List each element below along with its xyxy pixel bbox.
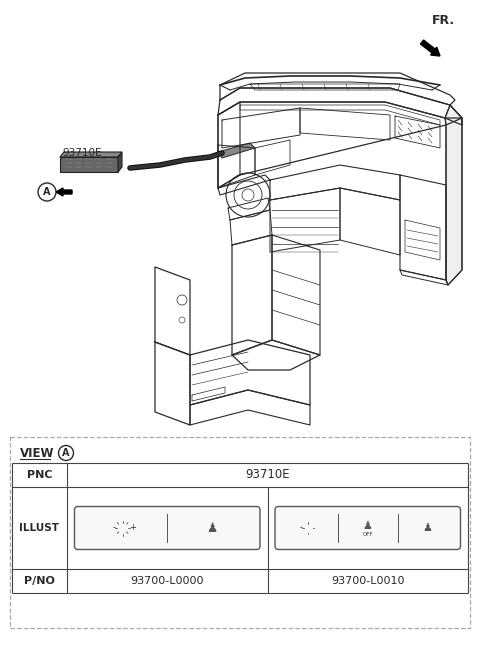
FancyArrow shape	[56, 188, 72, 196]
Text: ILLUST: ILLUST	[20, 523, 60, 533]
Text: 93700-L0000: 93700-L0000	[131, 576, 204, 586]
Text: ♟: ♟	[422, 523, 432, 533]
Text: 93700-L0010: 93700-L0010	[331, 576, 405, 586]
Text: P/NO: P/NO	[24, 576, 55, 586]
Text: VIEW: VIEW	[20, 447, 55, 460]
Text: A: A	[43, 187, 51, 197]
Text: -: -	[300, 524, 302, 533]
Text: OFF: OFF	[362, 533, 373, 537]
Text: ♟: ♟	[206, 522, 217, 535]
Text: +: +	[129, 524, 136, 533]
Text: 93710E: 93710E	[62, 148, 101, 158]
Text: -: -	[112, 524, 115, 533]
FancyBboxPatch shape	[74, 507, 260, 549]
Text: FR.: FR.	[432, 14, 455, 27]
Text: 93710E: 93710E	[245, 468, 290, 482]
FancyArrow shape	[420, 40, 440, 56]
Polygon shape	[118, 152, 122, 172]
Polygon shape	[445, 105, 462, 285]
Text: PNC: PNC	[27, 470, 52, 480]
Text: A: A	[62, 448, 70, 458]
Polygon shape	[218, 143, 255, 158]
Text: ♟: ♟	[363, 521, 373, 531]
FancyBboxPatch shape	[275, 507, 460, 549]
Polygon shape	[60, 157, 118, 172]
Polygon shape	[60, 152, 122, 157]
